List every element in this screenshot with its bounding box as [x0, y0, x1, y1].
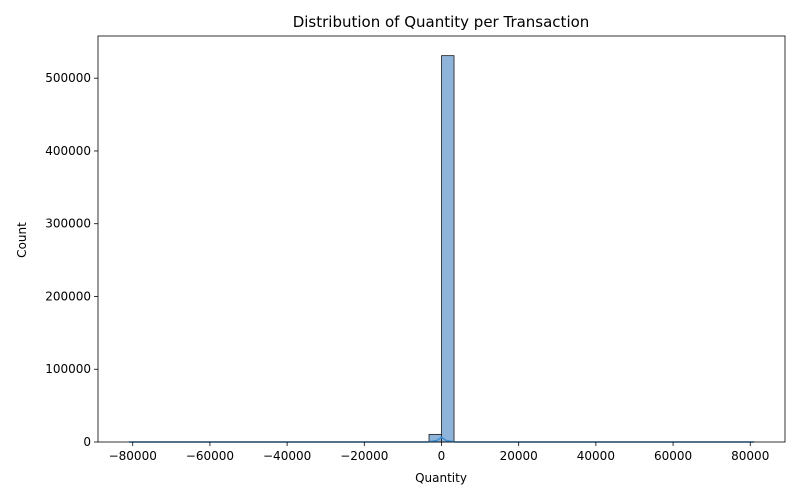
chart-title: Distribution of Quantity per Transaction — [293, 13, 590, 31]
y-tick-label: 100000 — [45, 362, 91, 376]
x-tick-label: 0 — [438, 449, 446, 463]
x-tick-label: 20000 — [500, 449, 538, 463]
y-tick-label: 0 — [83, 435, 91, 449]
y-axis-label: Count — [15, 222, 29, 258]
x-tick-label: 40000 — [577, 449, 615, 463]
x-axis-ticks: −80000 −60000 −40000 −20000 0 20000 40000 60000… — [109, 442, 769, 463]
y-tick-label: 400000 — [45, 144, 91, 158]
y-tick-label: 300000 — [45, 217, 91, 231]
x-axis-label: Quantity — [415, 471, 467, 485]
x-tick-label: −20000 — [340, 449, 388, 463]
x-tick-label: −40000 — [263, 449, 311, 463]
y-axis-ticks: 0 100000 200000 300000 400000 500000 — [45, 71, 98, 449]
x-tick-label: −80000 — [109, 449, 157, 463]
x-tick-label: 80000 — [731, 449, 769, 463]
y-tick-label: 500000 — [45, 71, 91, 85]
x-tick-label: 60000 — [654, 449, 692, 463]
x-tick-label: −60000 — [186, 449, 234, 463]
histogram-bars — [428, 55, 455, 443]
histogram-bar — [441, 55, 455, 443]
y-tick-label: 200000 — [45, 289, 91, 303]
